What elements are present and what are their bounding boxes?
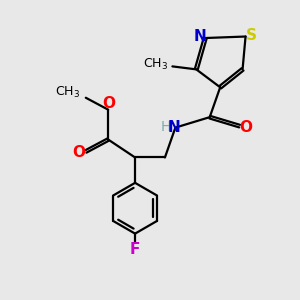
Text: CH$_3$: CH$_3$: [55, 85, 80, 100]
Text: N: N: [194, 29, 206, 44]
Text: CH$_3$: CH$_3$: [143, 57, 169, 72]
Text: F: F: [130, 242, 140, 256]
Text: H: H: [160, 120, 171, 134]
Text: N: N: [167, 119, 180, 134]
Text: O: O: [102, 96, 115, 111]
Text: O: O: [73, 146, 86, 160]
Text: S: S: [245, 28, 256, 43]
Text: O: O: [240, 120, 253, 135]
